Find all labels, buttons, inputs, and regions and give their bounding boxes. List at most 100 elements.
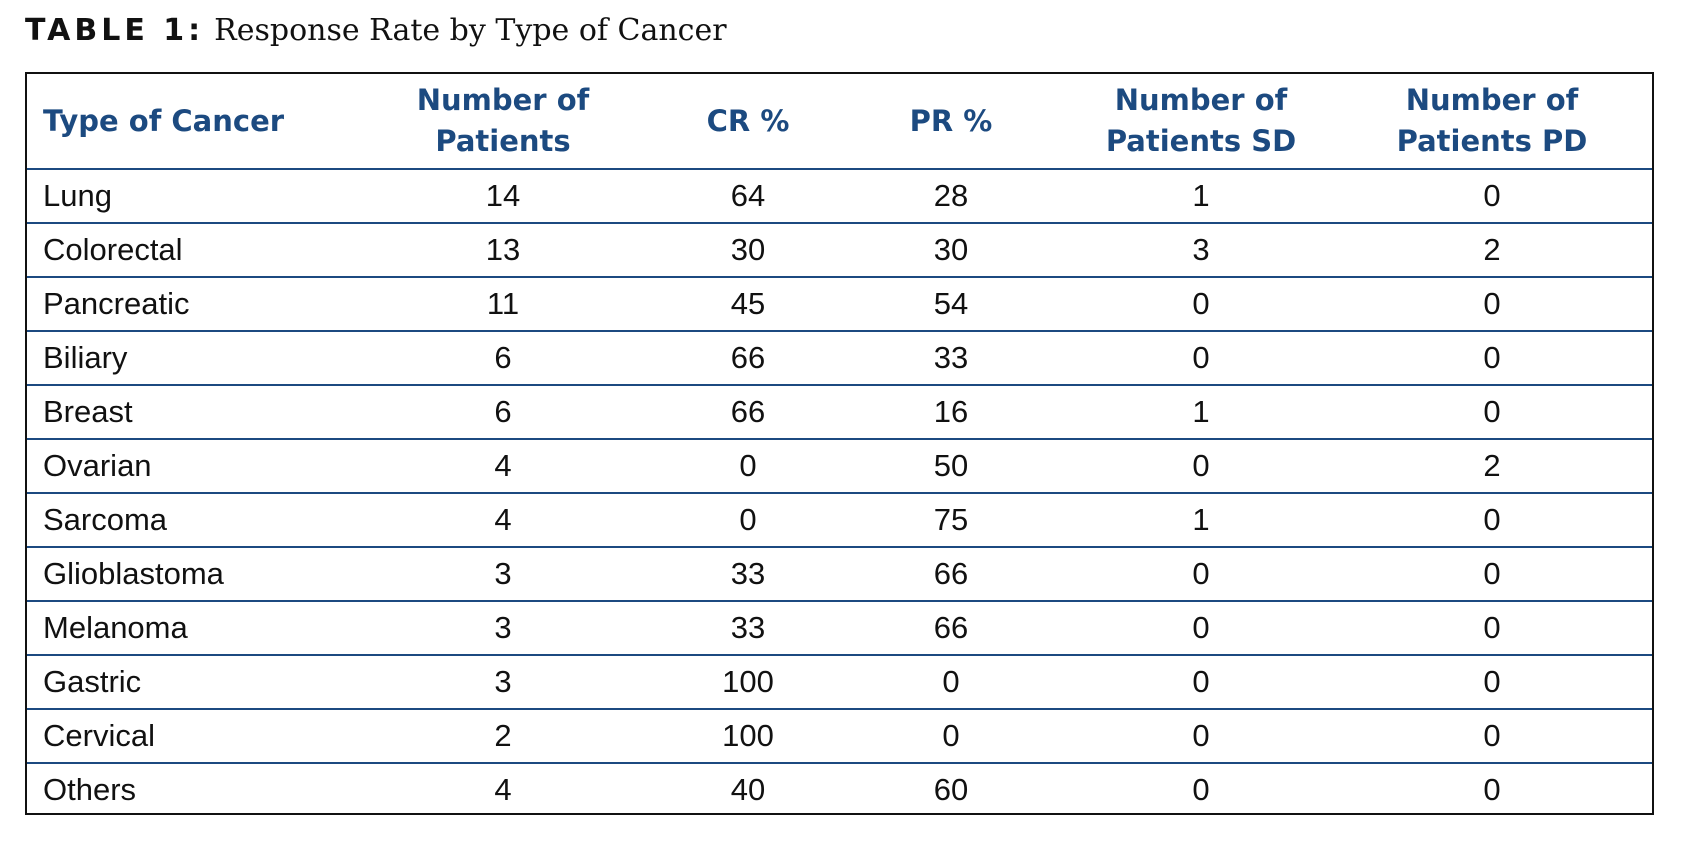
cell-type: Glioblastoma bbox=[27, 547, 342, 602]
table-row: Colorectal 13 30 30 3 2 bbox=[27, 223, 1652, 278]
cell-patients: 4 bbox=[494, 772, 512, 807]
cell-pr: 66 bbox=[832, 547, 1070, 602]
cell-type: Cervical bbox=[27, 709, 342, 764]
cell-sd: 0 bbox=[1070, 547, 1332, 602]
header-cr-percent: CR % bbox=[664, 74, 832, 170]
table-body: Lung 14 64 28 1 0 Colorectal 13 30 30 3 … bbox=[27, 169, 1652, 816]
cell-pd: 0 bbox=[1332, 169, 1652, 224]
cell-patients: 2 bbox=[342, 709, 664, 764]
cell-cr: 64 bbox=[664, 169, 832, 224]
cell-pd: 2 bbox=[1332, 439, 1652, 494]
cell-patients: 14 bbox=[342, 169, 664, 224]
cell-pr: 16 bbox=[832, 385, 1070, 440]
cell-pr: 50 bbox=[832, 439, 1070, 494]
table-title: Response Rate by Type of Cancer bbox=[214, 13, 727, 48]
cell-pd: 2 bbox=[1332, 223, 1652, 278]
table-header: Type of Cancer Number of Patients CR % P… bbox=[27, 74, 1652, 170]
cell-pd: 0 bbox=[1483, 772, 1501, 807]
cell-pr: 33 bbox=[832, 331, 1070, 386]
table-row: Pancreatic 11 45 54 0 0 bbox=[27, 277, 1652, 332]
header-number-of-patients-pd-text: Number of Patients PD bbox=[1396, 83, 1588, 158]
cell-type: Others bbox=[43, 772, 137, 807]
header-number-of-patients-pd: Number of Patients PD bbox=[1332, 74, 1652, 170]
cell-sd: 0 bbox=[1070, 655, 1332, 710]
cell-type: Colorectal bbox=[27, 223, 342, 278]
table-row: Melanoma 3 33 66 0 0 bbox=[27, 601, 1652, 656]
table-row: Cervical 2 100 0 0 0 bbox=[27, 709, 1652, 764]
cell-cr: 0 bbox=[664, 493, 832, 548]
cell-type: Gastric bbox=[27, 655, 342, 710]
response-rate-table: Type of Cancer Number of Patients CR % P… bbox=[25, 72, 1654, 815]
header-pr-percent: PR % bbox=[832, 74, 1070, 170]
cell-cr: 33 bbox=[664, 547, 832, 602]
cell-cr: 66 bbox=[664, 331, 832, 386]
cell-cr: 100 bbox=[664, 709, 832, 764]
header-number-of-patients-sd-text: Number of Patients SD bbox=[1105, 83, 1297, 158]
cell-pd: 0 bbox=[1332, 709, 1652, 764]
cell-pd: 0 bbox=[1332, 655, 1652, 710]
cell-cr: 100 bbox=[664, 655, 832, 710]
header-row: Type of Cancer Number of Patients CR % P… bbox=[27, 74, 1652, 170]
header-number-of-patients-sd: Number of Patients SD bbox=[1070, 74, 1332, 170]
header-number-of-patients: Number of Patients bbox=[342, 74, 664, 170]
table-row: Ovarian 4 0 50 0 2 bbox=[27, 439, 1652, 494]
table-row: Sarcoma 4 0 75 1 0 bbox=[27, 493, 1652, 548]
cell-pr: 60 bbox=[933, 772, 969, 807]
cell-type: Biliary bbox=[27, 331, 342, 386]
cell-type: Pancreatic bbox=[27, 277, 342, 332]
cell-type: Sarcoma bbox=[27, 493, 342, 548]
cell-sd: 0 bbox=[1070, 601, 1332, 656]
cell-patients: 6 bbox=[342, 331, 664, 386]
cell-patients: 4 bbox=[342, 439, 664, 494]
cell-patients: 3 bbox=[342, 547, 664, 602]
cell-pr: 0 bbox=[832, 709, 1070, 764]
cell-pd: 0 bbox=[1332, 601, 1652, 656]
cell-pr: 75 bbox=[832, 493, 1070, 548]
header-type-of-cancer: Type of Cancer bbox=[27, 74, 342, 170]
cell-pr: 0 bbox=[832, 655, 1070, 710]
cell-pd: 0 bbox=[1332, 385, 1652, 440]
table-row: Glioblastoma 3 33 66 0 0 bbox=[27, 547, 1652, 602]
table-caption: TABLE 1: Response Rate by Type of Cancer bbox=[25, 6, 727, 56]
cell-sd: 3 bbox=[1070, 223, 1332, 278]
cell-cr: 30 bbox=[664, 223, 832, 278]
cell-type: Melanoma bbox=[27, 601, 342, 656]
table-number-label: TABLE 1: bbox=[25, 13, 205, 48]
cell-sd: 0 bbox=[1070, 331, 1332, 386]
table-row: Gastric 3 100 0 0 0 bbox=[27, 655, 1652, 710]
cell-sd: 1 bbox=[1070, 493, 1332, 548]
table-row: Others 4 40 60 0 0 bbox=[27, 763, 1652, 816]
cell-type: Lung bbox=[27, 169, 342, 224]
cell-pr: 66 bbox=[832, 601, 1070, 656]
cell-cr: 33 bbox=[664, 601, 832, 656]
cell-pr: 30 bbox=[832, 223, 1070, 278]
table-row: Lung 14 64 28 1 0 bbox=[27, 169, 1652, 224]
cell-patients: 3 bbox=[342, 601, 664, 656]
data-table: Type of Cancer Number of Patients CR % P… bbox=[27, 74, 1652, 816]
cell-pd: 0 bbox=[1332, 547, 1652, 602]
header-number-of-patients-text: Number of Patients bbox=[416, 83, 590, 158]
cell-pd: 0 bbox=[1332, 493, 1652, 548]
cell-sd: 0 bbox=[1192, 772, 1210, 807]
cell-patients: 3 bbox=[342, 655, 664, 710]
cell-patients: 4 bbox=[342, 493, 664, 548]
cell-cr: 66 bbox=[664, 385, 832, 440]
cell-cr: 0 bbox=[664, 439, 832, 494]
cell-pr: 54 bbox=[832, 277, 1070, 332]
table-row: Breast 6 66 16 1 0 bbox=[27, 385, 1652, 440]
cell-type: Breast bbox=[27, 385, 342, 440]
cell-sd: 0 bbox=[1070, 277, 1332, 332]
cell-type: Ovarian bbox=[27, 439, 342, 494]
cell-sd: 0 bbox=[1070, 709, 1332, 764]
cell-patients: 6 bbox=[342, 385, 664, 440]
cell-patients: 13 bbox=[342, 223, 664, 278]
cell-sd: 1 bbox=[1070, 385, 1332, 440]
cell-pd: 0 bbox=[1332, 331, 1652, 386]
cell-patients: 11 bbox=[342, 277, 664, 332]
cell-sd: 1 bbox=[1070, 169, 1332, 224]
cell-cr: 40 bbox=[730, 772, 766, 807]
cell-pr: 28 bbox=[832, 169, 1070, 224]
cell-cr: 45 bbox=[664, 277, 832, 332]
cell-sd: 0 bbox=[1070, 439, 1332, 494]
cell-pd: 0 bbox=[1332, 277, 1652, 332]
